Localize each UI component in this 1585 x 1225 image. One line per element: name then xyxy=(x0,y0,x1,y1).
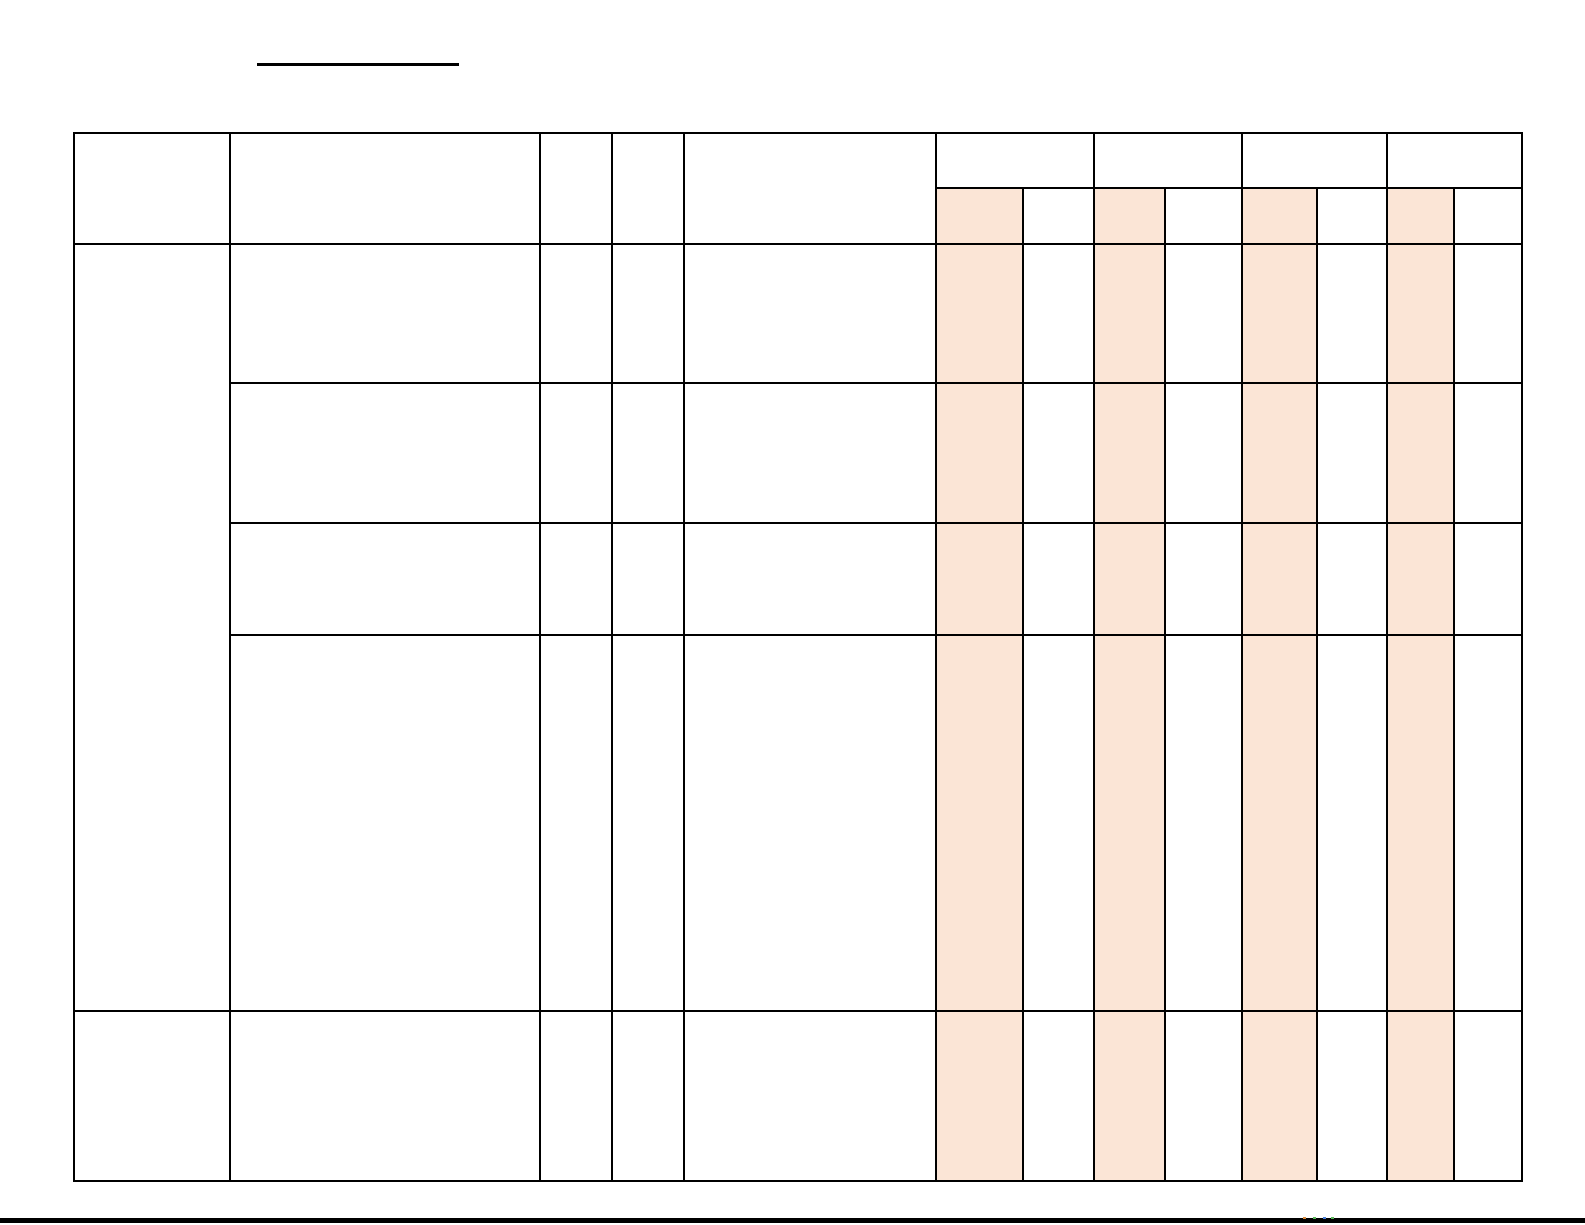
body-cell xyxy=(611,522,685,636)
body-cell xyxy=(1316,634,1388,1012)
body-cell xyxy=(1316,522,1388,636)
body-cell-highlight xyxy=(1386,1010,1455,1182)
body-cell xyxy=(539,522,613,636)
body-cell xyxy=(539,634,613,1012)
title-underline-rule xyxy=(257,63,459,66)
page-bottom-rule xyxy=(0,1218,1585,1223)
bottom-speck xyxy=(1323,1217,1326,1219)
body-cell-highlight xyxy=(1093,243,1166,384)
body-cell-highlight xyxy=(935,382,1024,524)
body-cell xyxy=(1022,243,1095,384)
body-cell xyxy=(611,243,685,384)
body-row-1 xyxy=(73,243,1523,1012)
body-cell-highlight xyxy=(1241,634,1318,1012)
body-cell xyxy=(611,1010,685,1182)
header-cell-col5 xyxy=(683,132,937,245)
body-row-4 xyxy=(74,634,1523,1012)
body-cell-highlight xyxy=(1386,243,1455,384)
body-cell-highlight xyxy=(935,634,1024,1012)
header-cell-col1 xyxy=(73,132,231,245)
body-cell-highlight xyxy=(935,1010,1024,1182)
subheader-cell-pair2-right xyxy=(1164,187,1243,245)
subheader-cell-pair4-right xyxy=(1453,187,1523,245)
body-cell-highlight xyxy=(1241,522,1318,636)
body-cell xyxy=(1453,382,1523,524)
header-cell-pair1 xyxy=(935,132,1095,189)
body-cell xyxy=(611,634,685,1012)
body-cell-highlight xyxy=(1386,634,1455,1012)
form-table xyxy=(73,132,1523,1182)
body-cell-highlight xyxy=(1386,522,1455,636)
body-cell xyxy=(683,382,937,524)
body-cell-highlight xyxy=(1241,382,1318,524)
body-cell xyxy=(1022,1010,1095,1182)
body-cell xyxy=(1164,382,1243,524)
subheader-cell-pair1-left-highlight xyxy=(935,187,1024,245)
header-cell-pair3 xyxy=(1241,132,1388,189)
body-cell xyxy=(683,1010,937,1182)
body-cell xyxy=(1453,243,1523,384)
header-row-sub xyxy=(74,187,1523,245)
body-cell xyxy=(229,1010,541,1182)
header-cell-pair4 xyxy=(1386,132,1523,189)
subheader-cell-pair2-left-highlight xyxy=(1093,187,1166,245)
body-cell xyxy=(1316,382,1388,524)
body-cell xyxy=(1453,1010,1523,1182)
body-cell-highlight xyxy=(1093,522,1166,636)
body-cell-col1-merged xyxy=(73,243,231,1012)
header-cell-col2 xyxy=(229,132,541,245)
body-cell xyxy=(1453,522,1523,636)
body-cell xyxy=(1316,1010,1388,1182)
subheader-cell-pair3-right xyxy=(1316,187,1388,245)
header-cell-pair2 xyxy=(1093,132,1243,189)
body-cell xyxy=(1453,634,1523,1012)
body-row-3 xyxy=(74,522,1523,636)
bottom-speck xyxy=(1313,1217,1316,1219)
subheader-cell-pair3-left-highlight xyxy=(1241,187,1318,245)
body-cell-highlight xyxy=(1093,634,1166,1012)
bottom-speck xyxy=(1303,1217,1306,1219)
body-cell xyxy=(1164,634,1243,1012)
body-cell-highlight xyxy=(935,522,1024,636)
header-cell-col3 xyxy=(539,132,613,245)
body-cell xyxy=(683,634,937,1012)
body-cell xyxy=(683,243,937,384)
body-cell xyxy=(229,243,541,384)
subheader-cell-pair1-right xyxy=(1022,187,1095,245)
body-cell xyxy=(539,243,613,384)
body-row-5 xyxy=(73,1010,1523,1182)
body-cell xyxy=(1316,243,1388,384)
body-cell xyxy=(229,522,541,636)
body-cell xyxy=(229,634,541,1012)
body-cell-highlight xyxy=(1093,1010,1166,1182)
body-cell xyxy=(1164,243,1243,384)
body-cell-highlight xyxy=(935,243,1024,384)
bottom-speck xyxy=(1331,1217,1334,1219)
body-cell xyxy=(539,1010,613,1182)
body-cell xyxy=(1022,382,1095,524)
body-cell-col1 xyxy=(73,1010,231,1182)
body-cell xyxy=(229,382,541,524)
body-cell xyxy=(1022,522,1095,636)
body-cell-highlight xyxy=(1093,382,1166,524)
body-cell-highlight xyxy=(1241,243,1318,384)
body-cell-highlight xyxy=(1386,382,1455,524)
body-cell-highlight xyxy=(1241,1010,1318,1182)
body-row-2 xyxy=(74,382,1523,524)
body-cell xyxy=(611,382,685,524)
body-cell xyxy=(683,522,937,636)
header-cell-col4 xyxy=(611,132,685,245)
subheader-cell-pair4-left-highlight xyxy=(1386,187,1455,245)
header-row-top xyxy=(73,132,1523,245)
body-cell xyxy=(1022,634,1095,1012)
body-cell xyxy=(1164,522,1243,636)
body-cell xyxy=(539,382,613,524)
body-cell xyxy=(1164,1010,1243,1182)
